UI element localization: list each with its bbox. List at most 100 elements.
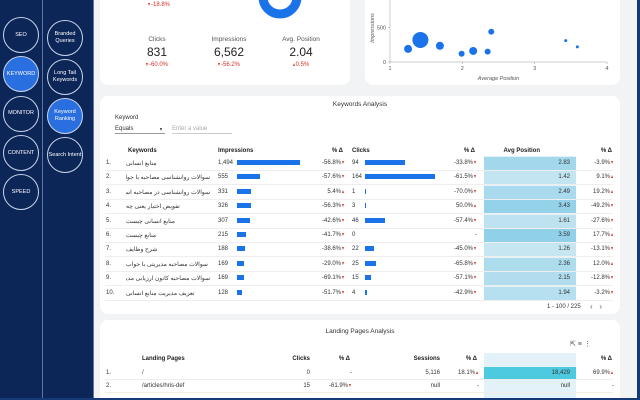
arrow-icon — [611, 290, 613, 294]
arrow-icon — [611, 160, 613, 164]
arrow-icon — [474, 160, 476, 164]
pager-buttons[interactable]: ‹ › — [590, 302, 602, 311]
key-events: 18,429 — [551, 370, 570, 376]
nav-button[interactable]: KEYWORD — [3, 56, 39, 93]
avg-position: 2.36 — [558, 260, 570, 267]
row-number: 1. — [106, 370, 112, 376]
point — [458, 50, 465, 57]
bar — [237, 174, 261, 180]
arrow-icon — [611, 232, 613, 236]
keyword: سوالات روانشناسی مصاحبه با جواب — [126, 175, 210, 182]
nav-button[interactable]: MONITOR — [3, 95, 39, 132]
delta: -3.9% — [594, 160, 614, 166]
impressions: 307 — [218, 217, 229, 224]
delta: -12.8% — [591, 275, 614, 281]
pagination: 1 - 100 / 225 — [547, 304, 581, 310]
delta-value: -57.6% — [321, 174, 341, 181]
bar — [237, 188, 251, 194]
point — [412, 31, 429, 48]
row-number: 10. — [106, 289, 115, 296]
nav-button[interactable]: SEO — [3, 17, 39, 53]
delta: 9.1% — [596, 174, 614, 180]
bar — [237, 232, 247, 237]
clicks: 3 — [352, 203, 356, 210]
arrow-icon — [611, 218, 613, 222]
row-line — [105, 198, 613, 200]
column-header: % Δ — [600, 356, 612, 362]
arrow-icon — [611, 276, 613, 280]
card-title: Landing Pages Analysis — [325, 328, 395, 335]
keyword: تعریف مدیریت منابع انسانی — [126, 290, 195, 297]
arrow-icon — [292, 62, 295, 66]
x-axis-label: Average Position — [477, 76, 519, 82]
metric-value: 831 — [146, 45, 168, 59]
delta: -3.2% — [594, 290, 614, 296]
bar — [365, 203, 367, 209]
arrow-icon — [474, 276, 476, 280]
metric-change: -56.2% — [199, 62, 259, 68]
impressions: 169 — [218, 260, 229, 267]
heat-cell — [484, 185, 576, 199]
delta: -69.1% — [322, 275, 345, 281]
heat-cell — [484, 243, 576, 257]
arrow-icon — [342, 276, 344, 280]
delta-value: -13.1% — [590, 246, 610, 253]
landing-card: Landing Pages Analysis ⇱ ≡ ⋮ Landing Pag… — [100, 320, 620, 398]
operator-dropdown[interactable]: Equals — [115, 126, 165, 134]
heat-cell — [484, 157, 576, 170]
arrow-icon — [342, 218, 344, 222]
clicks: 0 — [306, 370, 310, 376]
bar — [237, 217, 250, 223]
nav-button[interactable]: CONTENT — [3, 134, 39, 171]
delta: -33.8% — [454, 160, 477, 166]
filter-input[interactable]: Enter a value — [172, 126, 232, 134]
point — [484, 48, 491, 55]
arrow-icon — [611, 370, 613, 374]
change: -18.8% — [151, 2, 171, 8]
point — [404, 44, 413, 53]
delta-value: -49.2% — [590, 203, 610, 210]
delta-value: 50.0% — [455, 203, 473, 210]
arrow-icon — [342, 290, 344, 294]
donut — [258, 0, 302, 19]
arrow-icon — [342, 160, 344, 164]
row-number: 2. — [106, 174, 112, 181]
row-number: 3. — [106, 188, 112, 195]
delta-value: - — [477, 383, 479, 389]
row-number: 4. — [106, 203, 112, 210]
heat-cell — [484, 367, 576, 379]
column-header: % Δ — [331, 148, 343, 154]
delta-value: - — [350, 370, 352, 376]
delta-value: - — [475, 232, 477, 238]
clicks: 94 — [352, 160, 359, 166]
x-tick-label: 1 — [388, 66, 391, 72]
delta-value: -38.6% — [321, 246, 341, 253]
bar — [365, 289, 367, 295]
delta: 17.7% — [593, 232, 614, 238]
heat-cell — [484, 286, 576, 300]
delta: -42.6% — [322, 218, 345, 224]
sub-nav-button[interactable]: Branded Queries — [47, 20, 83, 56]
sub-nav-button[interactable]: Long Tail Keywords — [47, 59, 83, 95]
clicks: 4 — [352, 289, 356, 296]
arrow-icon — [148, 2, 150, 6]
nav-button[interactable]: SPEED — [3, 174, 39, 211]
keyword: تفویض اختیار یعنی چه — [126, 204, 180, 211]
arrow-icon — [474, 189, 476, 193]
toolbar-icons[interactable]: ⇱ ≡ ⋮ — [570, 341, 591, 348]
delta: -27.6% — [591, 218, 614, 224]
sub-nav-button[interactable]: Search Intent — [47, 137, 83, 173]
delta-value: -69.1% — [321, 275, 341, 282]
sub-nav-button[interactable]: Keyword Ranking — [47, 98, 83, 134]
delta: -41.7% — [322, 232, 345, 238]
row-number: 7. — [106, 246, 112, 253]
clicks: 0 — [352, 232, 356, 238]
point — [488, 28, 495, 35]
sessions: 5,116 — [425, 370, 440, 376]
avg-position: 1.61 — [558, 217, 570, 224]
card-title: Keywords Analysis — [332, 101, 388, 108]
bar — [237, 275, 245, 281]
metric-change: -60.0% — [127, 62, 187, 68]
point — [435, 41, 444, 50]
